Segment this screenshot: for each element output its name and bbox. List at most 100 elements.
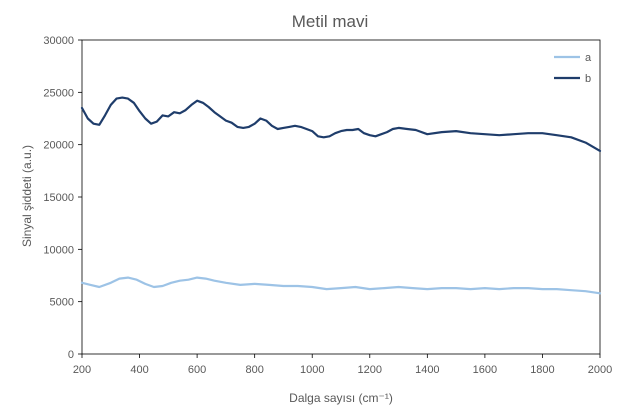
y-tick-label: 0 [68, 349, 74, 361]
series-b-point [81, 107, 83, 109]
series-b-point [231, 122, 233, 124]
series-b-point [484, 133, 486, 135]
series-b-point [208, 106, 210, 108]
series-a-point [213, 280, 215, 282]
series-a-point [570, 289, 572, 291]
series-b-point [236, 126, 238, 128]
y-tick-label: 20000 [43, 140, 74, 152]
x-tick-label: 400 [130, 364, 148, 376]
series-a-point [282, 285, 284, 287]
x-tick-label: 1000 [300, 364, 324, 376]
series-b-point [265, 120, 267, 122]
series-b-point [282, 127, 284, 129]
series-b-point [225, 120, 227, 122]
plot-frame [81, 39, 601, 355]
series-a-point [162, 285, 164, 287]
series-a-point [118, 278, 120, 280]
series-b-point [541, 132, 543, 134]
series-b-point [585, 142, 587, 144]
series-b-point [173, 111, 175, 113]
series-a-point [470, 288, 472, 290]
series-a-point [484, 287, 486, 289]
series-a-point [205, 278, 207, 280]
series-b-point [392, 128, 394, 130]
y-tick-label: 10000 [43, 244, 74, 256]
chart-title: Metil mavi [292, 12, 369, 31]
series-b-point [570, 136, 572, 138]
series-b-point [406, 128, 408, 130]
series-b-point [133, 102, 135, 104]
series-a-point [441, 287, 443, 289]
series-b-point [352, 129, 354, 131]
series-a-point [110, 282, 112, 284]
series-b-point [242, 127, 244, 129]
series-b-point [104, 114, 106, 116]
x-tick-label: 1400 [415, 364, 439, 376]
series-a-point [179, 280, 181, 282]
series-b-point [288, 126, 290, 128]
series-b-point [294, 125, 296, 127]
series-b-point [271, 125, 273, 127]
series-b-point [127, 98, 129, 100]
series-b-point [87, 118, 89, 120]
series-b-point [190, 104, 192, 106]
series-a-point [369, 288, 371, 290]
series-b-point [375, 135, 377, 137]
x-tick-label: 1800 [530, 364, 554, 376]
plot-area: 0 5000 10000 15000 20000 25000 30000 200 400 600 8… [43, 35, 612, 376]
series-b-point [328, 135, 330, 137]
series-b-point [317, 135, 319, 137]
series-b-point [254, 123, 256, 125]
series-b-point [455, 130, 457, 132]
series-a-point [268, 284, 270, 286]
series-b-point [248, 126, 250, 128]
x-tick-label: 2000 [588, 364, 612, 376]
series-b-point [300, 126, 302, 128]
series-a-point [326, 288, 328, 290]
series-b-point [334, 132, 336, 134]
series-b-point [556, 134, 558, 136]
series-b-point [150, 123, 152, 125]
series-a-point [541, 288, 543, 290]
series-a-point [556, 288, 558, 290]
series-b-point [323, 136, 325, 138]
series-a-point [527, 287, 529, 289]
series-b-point [426, 133, 428, 135]
series-b-point [144, 118, 146, 120]
series-a-point [354, 286, 356, 288]
series-b-point [93, 123, 95, 125]
series-b-point [196, 100, 198, 102]
series-a-point [98, 286, 100, 288]
series-b-point [441, 131, 443, 133]
legend-label-b: b [585, 73, 591, 85]
series-b-point [513, 133, 515, 135]
x-tick-label: 1600 [473, 364, 497, 376]
series-b-point [219, 115, 221, 117]
series-b-point [498, 134, 500, 136]
series-b-point [179, 112, 181, 114]
series-b-point [162, 114, 164, 116]
y-axis-label: Sinyal şiddeti (a.u.) [20, 145, 34, 247]
series-b-point [415, 129, 417, 131]
series-a-point [599, 292, 601, 294]
series-a-point [297, 285, 299, 287]
series-a-point [383, 287, 385, 289]
y-tick-label: 25000 [43, 87, 74, 99]
series-line-a [80, 276, 602, 295]
series-a-point [426, 288, 428, 290]
series-b-point [213, 111, 215, 113]
series-a-point [311, 286, 313, 288]
x-axis-label: Dalga sayısı (cm⁻¹) [289, 391, 393, 405]
series-b-point [599, 150, 601, 152]
x-tick-label: 200 [73, 364, 91, 376]
series-a-point [127, 277, 129, 279]
x-tick-label: 600 [188, 364, 206, 376]
series-b-point [398, 127, 400, 129]
series-b-point [121, 97, 123, 99]
series-b-point [363, 132, 365, 134]
series-b-point [277, 128, 279, 130]
series-a-point [498, 288, 500, 290]
series-line-b [80, 96, 602, 152]
series-b-point [98, 124, 100, 126]
